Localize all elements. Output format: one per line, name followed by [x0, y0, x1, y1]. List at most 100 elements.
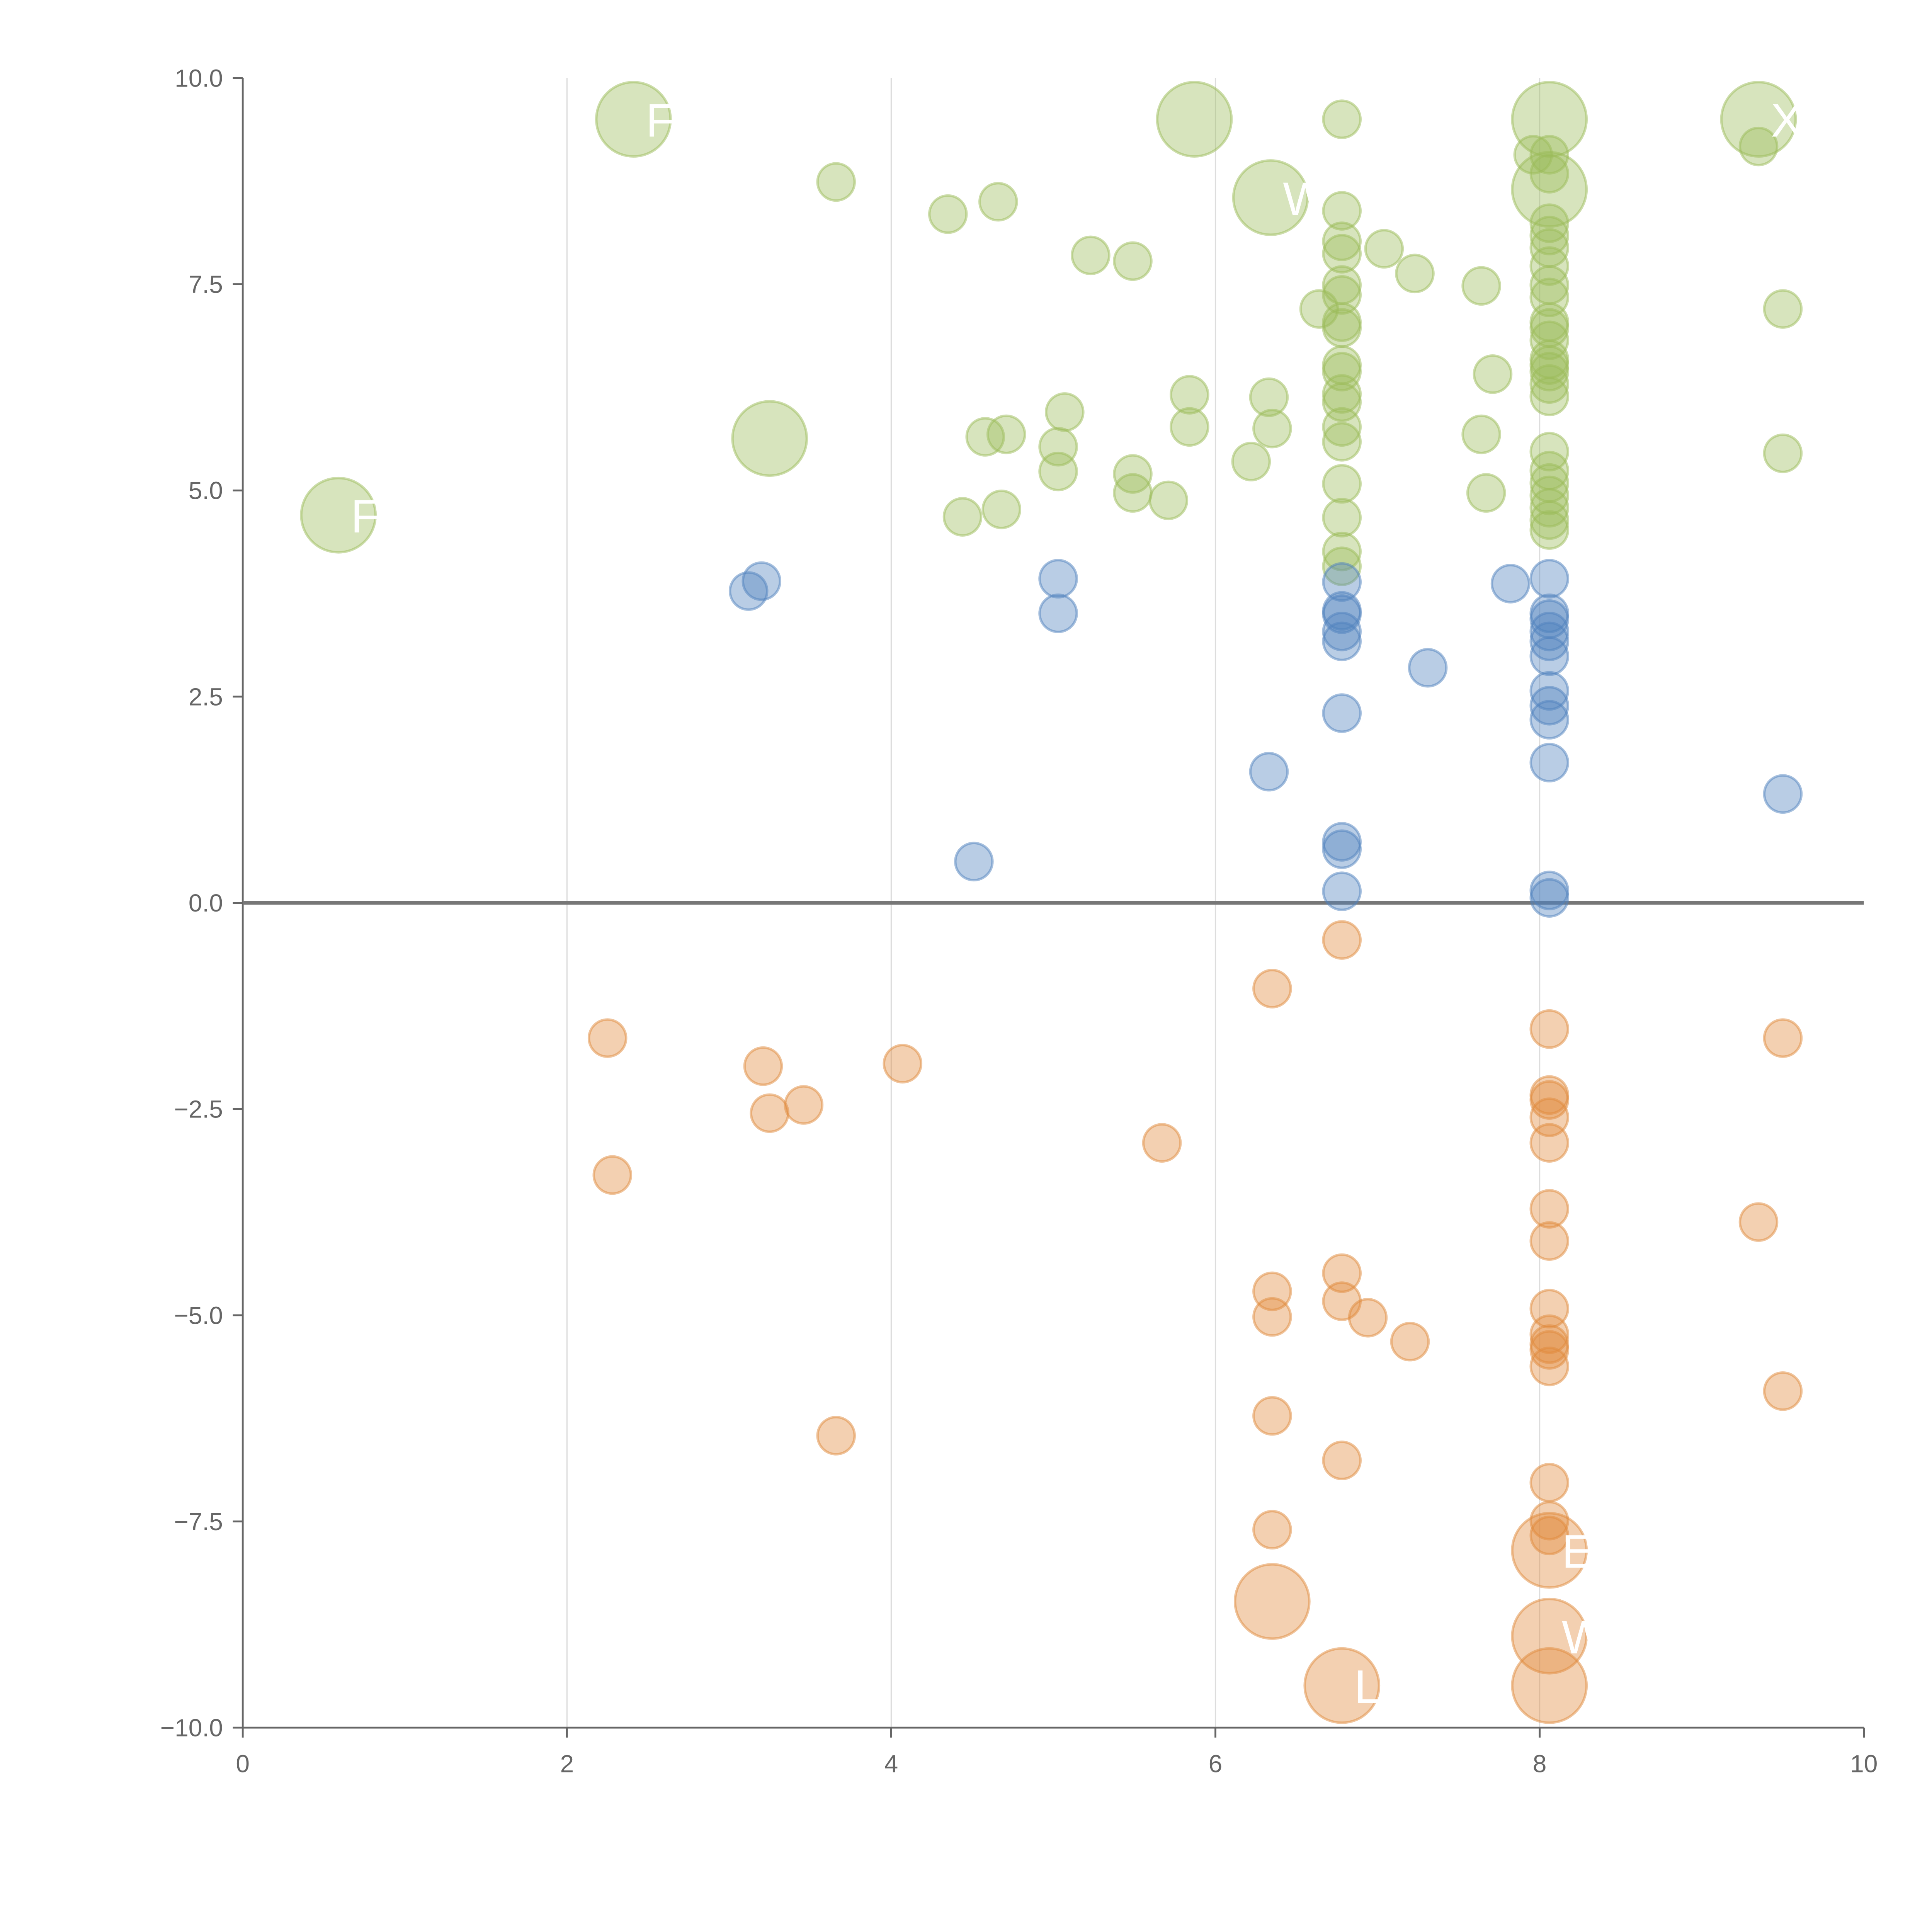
blue-bubble: [1529, 621, 1570, 662]
y-tick-label: −5.0: [174, 1301, 223, 1329]
blue-bubble: [1322, 829, 1362, 869]
green-bubble: [981, 490, 1021, 529]
orange-bubble: [1322, 920, 1362, 960]
orange-bubble: [1303, 1647, 1381, 1724]
blue-bubble: [1322, 562, 1362, 602]
orange-bubble: [750, 1093, 790, 1133]
green-bubble: [1529, 364, 1570, 404]
orange-bubble: [1252, 1396, 1292, 1436]
green-bubble: [1364, 229, 1404, 269]
x-tick-label: 10: [1850, 1750, 1878, 1778]
green-bubble: [1249, 377, 1289, 417]
blue-bubble: [1038, 559, 1078, 599]
x-tick-label: 4: [884, 1750, 898, 1778]
green-bubble: [300, 476, 377, 554]
orange-bubble: [1529, 1221, 1570, 1261]
orange-bubble: [1252, 1297, 1292, 1337]
orange-bubble: [1529, 1330, 1570, 1370]
data-points: [300, 81, 1803, 1724]
green-bubble: [1529, 154, 1570, 194]
green-bubble: [1170, 407, 1209, 447]
green-bubble: [1322, 191, 1362, 231]
y-tick-label: 0.0: [189, 889, 223, 917]
orange-bubble: [1233, 1563, 1311, 1640]
green-bubble: [1322, 546, 1362, 586]
blue-bubble: [1529, 743, 1570, 782]
green-bubble: [942, 497, 983, 537]
orange-bubble: [1511, 1512, 1588, 1589]
orange-bubble: [1142, 1123, 1182, 1163]
green-bubble: [1045, 392, 1085, 432]
green-bubble: [1113, 473, 1153, 513]
green-bubble: [928, 194, 968, 234]
orange-bubble: [743, 1046, 783, 1086]
x-tick-label: 2: [560, 1750, 574, 1778]
orange-bubble: [592, 1155, 633, 1195]
y-tick-label: 7.5: [189, 270, 223, 298]
green-bubble: [1322, 308, 1362, 348]
blue-bubble: [1322, 594, 1362, 634]
orange-bubble: [1763, 1371, 1803, 1411]
green-bubble: [1466, 473, 1506, 513]
green-bubble: [1322, 422, 1362, 462]
green-bubble: [1322, 275, 1362, 315]
blue-bubble: [1322, 611, 1362, 651]
orange-bubble: [784, 1085, 824, 1125]
blue-bubble: [1529, 671, 1570, 711]
axes: 0 2 4 6 8 10 10.0 7.5 5.0 2.5 0.0 −2.5 −5.0 −7.5 −10.0: [160, 64, 1878, 1777]
green-bubble: [1720, 81, 1797, 158]
orange-bubble: [1529, 1123, 1570, 1163]
orange-bubble: [1529, 1009, 1570, 1049]
orange-bubble: [1252, 969, 1292, 1009]
orange-bubble: [1322, 1253, 1362, 1293]
green-bubble: [1322, 374, 1362, 414]
y-tick-label: 10.0: [175, 64, 223, 92]
orange-bubble: [1252, 1510, 1292, 1550]
blue-bubble: [1529, 636, 1570, 676]
x-tick-label: 0: [236, 1750, 250, 1778]
orange-bubble: [1529, 1314, 1570, 1354]
bubble-label: W: [1562, 1611, 1606, 1663]
blue-bubble: [1529, 559, 1570, 599]
green-bubble: [1322, 221, 1362, 261]
green-bubble: [965, 417, 1005, 457]
x-tick-label: 8: [1533, 1750, 1547, 1778]
blue-bubble: [1322, 871, 1362, 911]
x-tick-label: 6: [1209, 1750, 1223, 1778]
y-tick-label: 2.5: [189, 683, 223, 711]
green-bubble: [1529, 216, 1570, 255]
green-bubble: [1156, 81, 1233, 158]
green-bubble: [1511, 81, 1588, 158]
green-bubble: [1473, 354, 1513, 394]
orange-bubble: [1529, 1080, 1570, 1120]
green-bubble: [1322, 407, 1362, 447]
green-bubble: [816, 162, 856, 202]
y-tick-label: −2.5: [174, 1095, 223, 1123]
green-bubble: [1038, 451, 1078, 492]
orange-bubble: [1529, 1515, 1570, 1556]
green-bubble: [1322, 99, 1362, 139]
green-bubble: [1231, 442, 1271, 481]
bubble-label: F: [351, 490, 379, 543]
green-bubble: [595, 81, 672, 158]
blue-bubble: [1038, 594, 1078, 633]
green-bubble: [1252, 408, 1292, 449]
green-bubble: [1113, 241, 1153, 281]
bubble-label: E: [1562, 1525, 1593, 1578]
blue-bubble: [1408, 648, 1448, 688]
green-bubble: [1529, 376, 1570, 417]
green-bubble: [1763, 433, 1803, 473]
orange-bubble: [1529, 1501, 1570, 1541]
orange-bubble: [1763, 1018, 1803, 1058]
green-bubble: [1395, 253, 1435, 294]
orange-bubble: [1529, 1463, 1570, 1503]
green-bubble: [1148, 480, 1189, 520]
y-tick-label: −7.5: [174, 1508, 223, 1536]
green-bubble: [986, 414, 1026, 454]
y-tick-label: −10.0: [160, 1714, 223, 1742]
blue-bubble: [1763, 774, 1803, 814]
orange-bubble: [1390, 1321, 1430, 1362]
blue-bubble: [1529, 700, 1570, 740]
